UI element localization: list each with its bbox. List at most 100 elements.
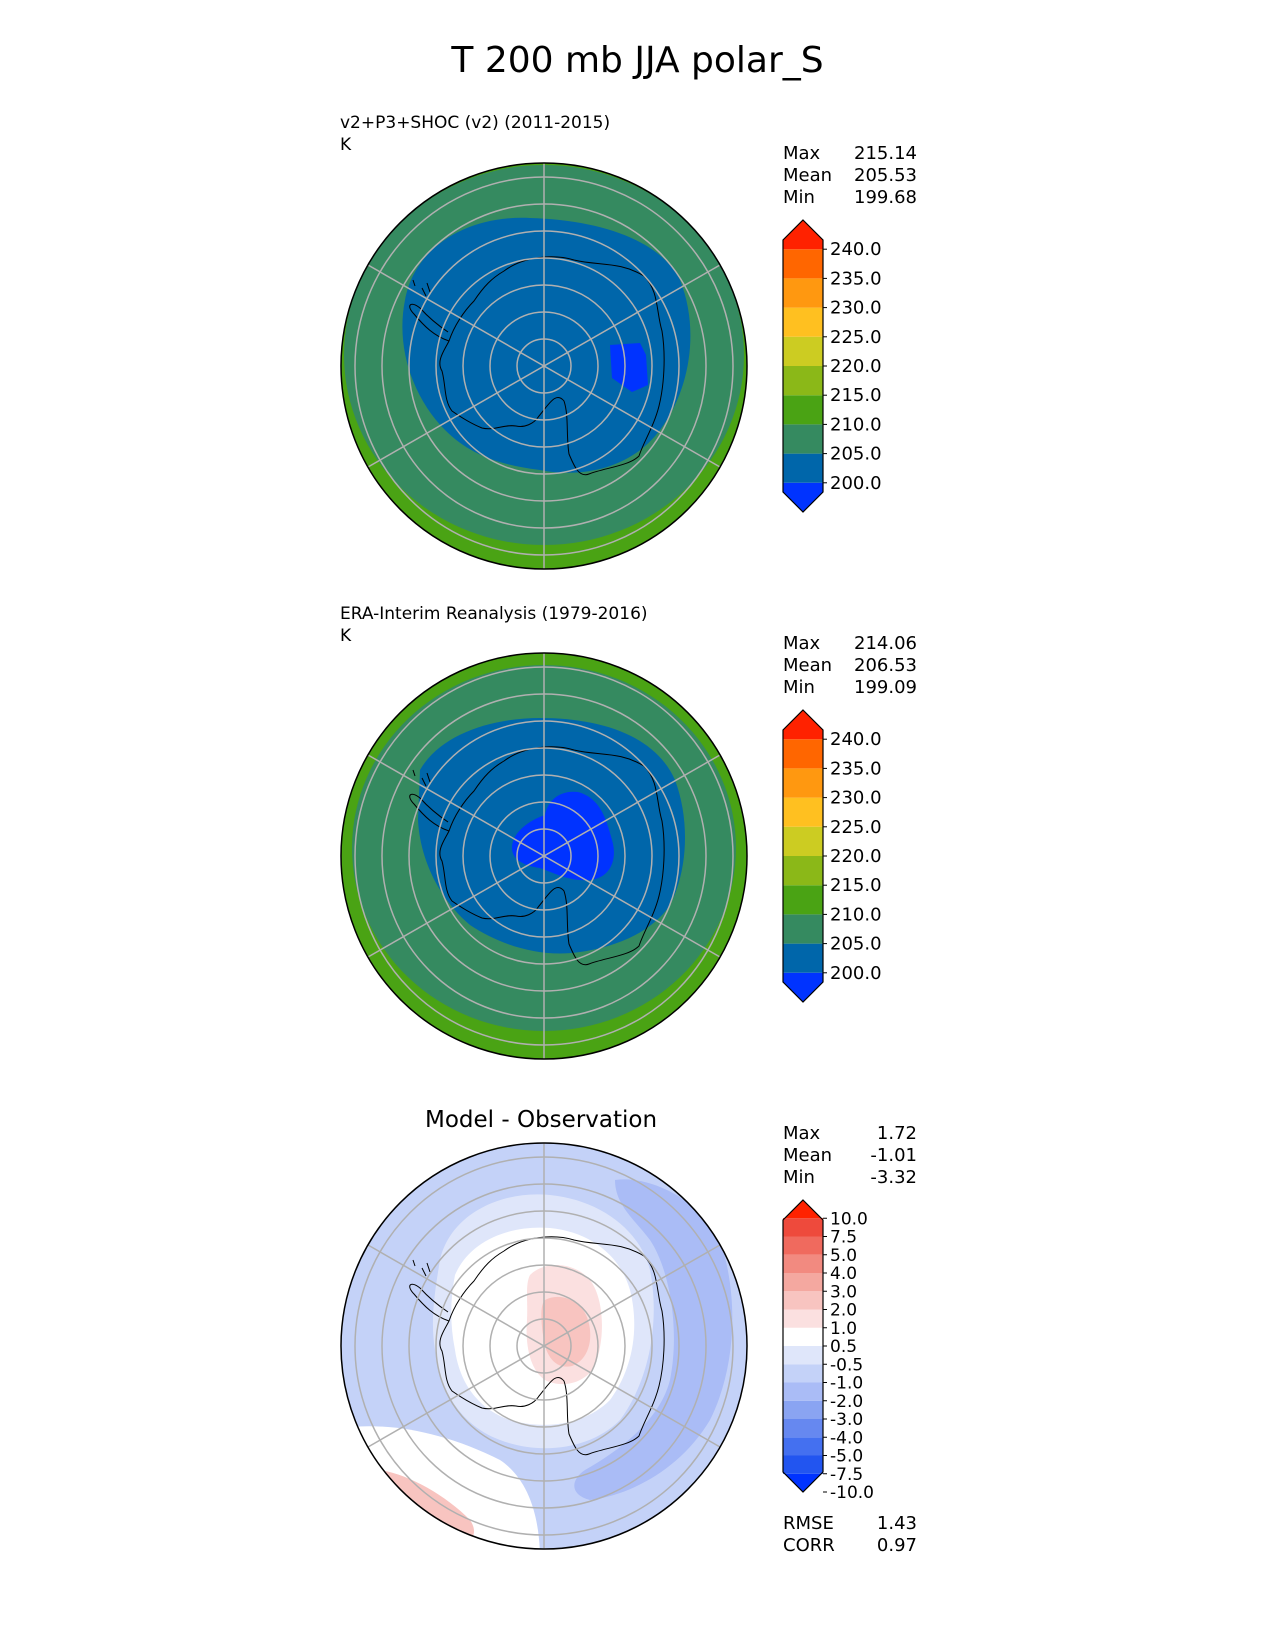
colorbar-tick-label: 210.0 xyxy=(830,414,882,435)
colorbar-segment xyxy=(783,1455,823,1474)
stat-min: Min -3.32 xyxy=(783,1167,917,1188)
stat-max: Max 1.72 xyxy=(783,1123,917,1144)
panel-3-colorbar: 10.07.55.04.03.02.01.00.5-0.5-1.0-2.0-3.… xyxy=(782,1199,874,1503)
panel-2-units: K xyxy=(340,626,352,646)
colorbar-segment xyxy=(783,1382,823,1401)
colorbar-tick-label: 220.0 xyxy=(830,356,882,377)
colorbar-tick-label: 3.0 xyxy=(830,1282,857,1302)
colorbar-tick-label: 240.0 xyxy=(830,729,882,750)
panel-1-map xyxy=(340,162,748,570)
colorbar-segment xyxy=(783,249,823,279)
metric-rmse: RMSE 1.43 xyxy=(783,1513,917,1534)
colorbar-segment xyxy=(783,336,823,366)
map-boundary xyxy=(340,652,748,1060)
colorbar-outline xyxy=(782,1199,824,1493)
graticule xyxy=(354,163,734,569)
colorbar-segment xyxy=(783,1472,823,1492)
colorbar-tick-label: 205.0 xyxy=(830,444,882,465)
colorbar-tick-label: 10.0 xyxy=(830,1209,868,1229)
colorbar-segment xyxy=(783,453,823,483)
colorbar-tick-label: -5.0 xyxy=(830,1447,863,1467)
panel-1-colorbar: 240.0 235.0 230.0 225.0 220.0 215.0 210.0 205.0… xyxy=(782,219,882,513)
colorbar-segment xyxy=(783,1218,823,1237)
metric-corr: CORR 0.97 xyxy=(783,1535,917,1556)
stat-max: Max 215.14 xyxy=(783,143,917,164)
colorbar-segment xyxy=(783,856,823,886)
colorbar-tick-label: 0.5 xyxy=(830,1337,857,1357)
panel-2-subtitle: ERA-Interim Reanalysis (1979-2016) xyxy=(340,604,648,624)
colorbar-segment xyxy=(783,885,823,915)
map-boundary xyxy=(340,162,748,570)
colorbar-tick-label: 215.0 xyxy=(830,385,882,406)
colorbar-segment xyxy=(783,395,823,425)
colorbar-tick-label: 200.0 xyxy=(830,963,882,984)
panel-1-units: K xyxy=(340,135,352,155)
colorbar-segment xyxy=(783,943,823,973)
colorbar-segment xyxy=(783,1309,823,1328)
colorbar-tick-label: -1.0 xyxy=(830,1374,863,1394)
map-boundary xyxy=(340,1142,748,1550)
colorbar-segment xyxy=(783,1400,823,1419)
colorbar-segment xyxy=(783,739,823,769)
colorbar-segment xyxy=(783,278,823,308)
panel-2-stats: Max 214.06 Mean 206.53 Min 199.09 xyxy=(783,633,917,699)
colorbar-segment xyxy=(783,307,823,337)
colorbar-segment xyxy=(783,482,823,512)
colorbar-tick-label: 5.0 xyxy=(830,1246,857,1266)
colorbar-tick-label: -4.0 xyxy=(830,1428,863,1448)
panel-1-stats: Max 215.14 Mean 205.53 Min 199.68 xyxy=(783,143,917,209)
colorbar-segment xyxy=(783,972,823,1002)
stat-min: Min 199.68 xyxy=(783,187,917,208)
figure-title: T 200 mb JJA polar_S xyxy=(451,40,824,81)
panel-2-map xyxy=(340,652,748,1060)
colorbar-tick-label: 220.0 xyxy=(830,846,882,867)
colorbar-tick-label: 230.0 xyxy=(830,298,882,319)
colorbar-tick-label: 225.0 xyxy=(830,817,882,838)
colorbar-segment xyxy=(783,914,823,944)
colorbar-tick-label: 215.0 xyxy=(830,875,882,896)
colorbar-segment xyxy=(783,768,823,798)
colorbar-tick-label: -0.5 xyxy=(830,1355,863,1375)
stat-mean: Mean 206.53 xyxy=(783,655,917,676)
colorbar-outline xyxy=(782,709,824,1003)
panel-3-title: Model - Observation xyxy=(425,1107,658,1133)
panel-3-map xyxy=(340,1142,748,1550)
colorbar-tick-label: 200.0 xyxy=(830,473,882,494)
colorbar-segment xyxy=(783,1346,823,1365)
colorbar-tick-label: 7.5 xyxy=(830,1228,857,1248)
graticule xyxy=(354,1143,734,1549)
panel-2-colorbar: 240.0 235.0 230.0 225.0 220.0 215.0 210.0 205.0… xyxy=(782,709,882,1003)
colorbar-tick-label: 235.0 xyxy=(830,758,882,779)
colorbar-segment xyxy=(783,1437,823,1456)
colorbar-tick-label: 205.0 xyxy=(830,934,882,955)
colorbar-segment xyxy=(783,366,823,396)
stat-mean: Mean 205.53 xyxy=(783,165,917,186)
colorbar-segment xyxy=(783,1236,823,1255)
colorbar-tick-label: 210.0 xyxy=(830,904,882,925)
colorbar-segment xyxy=(783,710,823,740)
colorbar-segment xyxy=(783,1327,823,1346)
stat-max: Max 214.06 xyxy=(783,633,917,654)
colorbar-tick-label: -3.0 xyxy=(830,1410,863,1430)
colorbar-segment xyxy=(783,1291,823,1310)
colorbar-tick-label: 2.0 xyxy=(830,1301,857,1321)
stat-mean: Mean -1.01 xyxy=(783,1145,917,1166)
colorbar-segment xyxy=(783,1254,823,1273)
colorbar-segment xyxy=(783,1364,823,1383)
colorbar-segment xyxy=(783,797,823,827)
panel-3-stats: Max 1.72 Mean -1.01 Min -3.32 xyxy=(783,1123,917,1189)
graticule xyxy=(354,653,734,1059)
colorbar-outline xyxy=(782,219,824,513)
panel-1-subtitle: v2+P3+SHOC (v2) (2011-2015) xyxy=(340,113,611,133)
colorbar-segment xyxy=(783,1273,823,1292)
colorbar-tick-label: -2.0 xyxy=(830,1392,863,1412)
colorbar-segment xyxy=(783,1419,823,1438)
colorbar-tick-label: 235.0 xyxy=(830,268,882,289)
colorbar-tick-label: 230.0 xyxy=(830,788,882,809)
colorbar-segment xyxy=(783,220,823,250)
colorbar-tick-label: 240.0 xyxy=(830,239,882,260)
colorbar-tick-label: 1.0 xyxy=(830,1319,857,1339)
panel-3-metrics: RMSE 1.43 CORR 0.97 xyxy=(783,1513,917,1557)
colorbar-tick-label: 4.0 xyxy=(830,1264,857,1284)
